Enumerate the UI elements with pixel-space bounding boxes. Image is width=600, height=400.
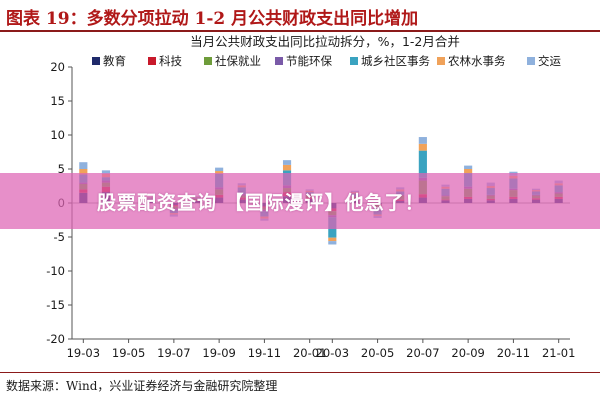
y-tick-label: -10: [46, 264, 65, 278]
x-tick-label: 20-03: [316, 346, 349, 360]
x-tick-label: 20-01: [293, 346, 326, 360]
y-tick-label: 20: [50, 60, 65, 74]
bar-segment: [282, 160, 292, 165]
legend-swatch: [437, 57, 445, 65]
figure-title: 图表 19：多数分项拉动 1-2 月公共财政支出同比增加: [6, 9, 419, 29]
y-tick-label: 10: [50, 128, 65, 142]
legend-label: 农林水事务: [448, 54, 506, 68]
x-tick-label: 20-09: [451, 346, 484, 360]
legend-swatch: [275, 57, 283, 65]
y-tick-label: -15: [46, 298, 65, 312]
y-tick-label: 15: [50, 94, 65, 108]
bar-segment: [418, 150, 427, 178]
x-tick-label: 21-01: [542, 346, 575, 360]
x-tick-label: 19-09: [202, 346, 235, 360]
legend-swatch: [92, 57, 100, 65]
bar-segment: [79, 162, 88, 169]
x-tick-label: 20-05: [361, 346, 394, 360]
figure-header: 图表 19：多数分项拉动 1-2 月公共财政支出同比增加: [0, 0, 600, 32]
bar-segment: [215, 171, 224, 174]
legend-label: 社保就业: [215, 54, 261, 68]
bar-segment: [282, 164, 292, 171]
legend-label: 交运: [538, 54, 561, 68]
x-tick-label: 19-07: [157, 346, 190, 360]
footer-rule: [0, 372, 600, 373]
bar-segment: [215, 167, 224, 172]
bar-segment: [101, 170, 111, 174]
x-tick-label: 19-11: [248, 346, 281, 360]
bar-segment: [328, 241, 337, 245]
bar-segment: [418, 143, 427, 151]
x-tick-label: 19-05: [112, 346, 145, 360]
legend-swatch: [204, 57, 212, 65]
overlay-banner-text: 股票配资查询 【国际漫评】他急了！: [97, 192, 425, 214]
y-tick-label: 5: [58, 162, 65, 176]
chart-title: 当月公共财政支出同比拉动拆分，%，1-2月合并: [190, 34, 460, 49]
legend-label: 教育: [103, 54, 126, 68]
x-tick-label: 20-11: [497, 346, 530, 360]
legend-swatch: [148, 57, 156, 65]
bar-segment: [418, 137, 427, 144]
legend-swatch: [350, 57, 358, 65]
bar-segment: [328, 237, 337, 242]
legend-label: 城乡社区事务: [361, 54, 430, 68]
legend-label: 科技: [159, 54, 182, 68]
bar-segment: [79, 169, 88, 175]
x-tick-label: 19-03: [67, 346, 100, 360]
bar-segment: [464, 165, 473, 169]
bar-segment: [464, 169, 473, 174]
legend-label: 节能环保: [286, 54, 332, 68]
y-tick-label: -5: [54, 230, 65, 244]
x-tick-label: 20-07: [406, 346, 439, 360]
y-tick-label: -20: [46, 332, 65, 346]
legend-swatch: [527, 57, 535, 65]
data-source-note: 数据来源：Wind，兴业证券经济与金融研究院整理: [6, 379, 278, 393]
overlay-banner: [0, 173, 600, 229]
